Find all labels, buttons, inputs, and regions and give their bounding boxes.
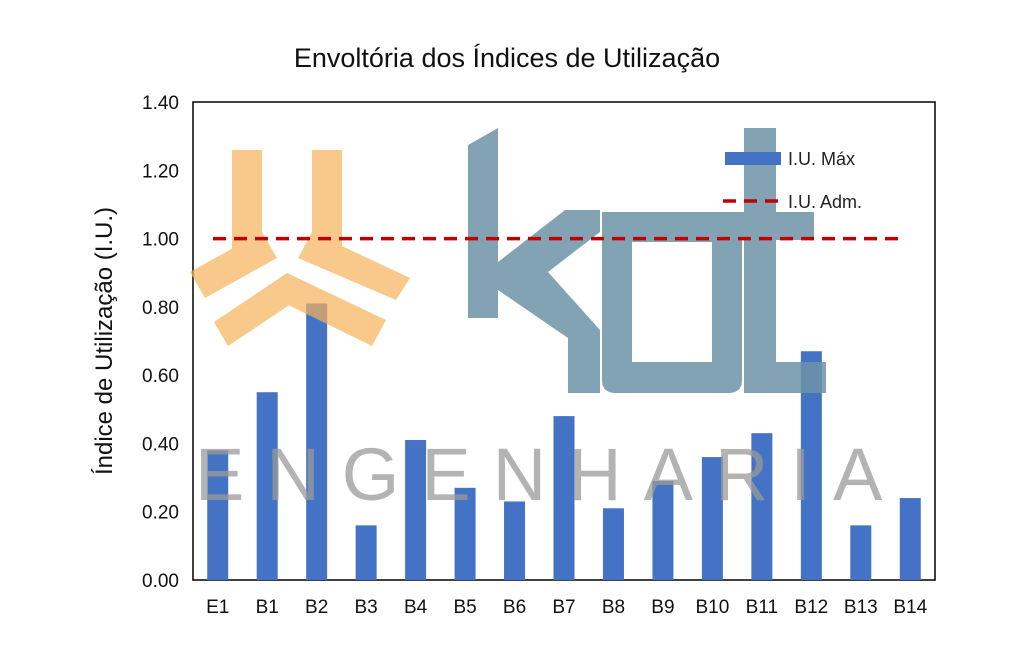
bar-b10 (701, 457, 723, 580)
bar-b9 (652, 480, 674, 580)
y-tick-label: 0.20 (142, 503, 179, 524)
x-tick-label: B6 (503, 597, 526, 618)
y-tick-label: 1.00 (142, 230, 179, 251)
y-axis-ticks: 0.00 0.20 0.40 0.60 0.80 1.00 1.20 1.40 (142, 93, 179, 592)
y-tick-label: 1.20 (142, 161, 179, 182)
emblem-chevron-right (274, 273, 386, 346)
bar-b3 (355, 525, 377, 580)
bar-b7 (553, 416, 575, 580)
emblem-arm-right (298, 232, 410, 300)
emblem-arm-left (190, 232, 277, 298)
bar-b11 (751, 433, 773, 580)
chart-title: Envoltória dos Índices de Utilização (294, 43, 720, 73)
emblem-bar-right (312, 150, 342, 250)
bar-b2 (306, 303, 328, 580)
x-tick-label: B12 (794, 597, 828, 618)
y-tick-label: 1.40 (142, 93, 179, 114)
bar-b14 (899, 498, 921, 580)
x-tick-label: B1 (256, 597, 279, 618)
x-tick-label: E1 (206, 597, 229, 618)
y-axis-title: Índice de Utilização (I.U.) (91, 207, 118, 475)
legend-label-iu-adm: I.U. Adm. (788, 192, 862, 212)
watermark-emblem (190, 150, 410, 346)
bar-series (207, 303, 921, 580)
x-tick-label: B4 (404, 597, 428, 618)
bar-b12 (800, 351, 822, 580)
y-tick-label: 0.40 (142, 434, 179, 455)
x-tick-label: B7 (552, 597, 575, 618)
x-tick-label: B14 (893, 597, 927, 618)
bar-b1 (256, 392, 278, 580)
logo-letter-k (468, 128, 600, 393)
x-tick-label: B10 (695, 597, 729, 618)
x-tick-label: B5 (453, 597, 476, 618)
watermark-kot-logo (468, 128, 826, 393)
y-tick-label: 0.00 (142, 571, 179, 592)
x-tick-label: B8 (602, 597, 625, 618)
x-tick-label: B9 (651, 597, 674, 618)
emblem-bar-left (232, 150, 262, 250)
bar-b6 (504, 501, 526, 580)
watermark-logo: ENGENHARIA (190, 128, 904, 516)
legend-swatch-iu-max (725, 152, 781, 165)
y-tick-label: 0.80 (142, 298, 179, 319)
x-axis-ticks: E1 B1 B2 B3 B4 B5 B6 B7 B8 B9 B10 B11 B12 B13 B14 (206, 597, 927, 618)
bar-b13 (850, 525, 872, 580)
logo-letter-t (728, 128, 826, 393)
bar-b4 (405, 440, 427, 580)
y-tick-label: 0.60 (142, 366, 179, 387)
x-tick-label: B2 (305, 597, 328, 618)
bar-e1 (207, 450, 229, 580)
legend: I.U. Máx I.U. Adm. (723, 149, 862, 212)
x-tick-label: B13 (844, 597, 878, 618)
legend-label-iu-max: I.U. Máx (788, 149, 855, 169)
x-tick-label: B11 (746, 597, 778, 618)
bar-b5 (454, 487, 476, 580)
x-tick-label: B3 (355, 597, 378, 618)
watermark-text: ENGENHARIA (195, 433, 904, 516)
bar-b8 (602, 508, 624, 580)
